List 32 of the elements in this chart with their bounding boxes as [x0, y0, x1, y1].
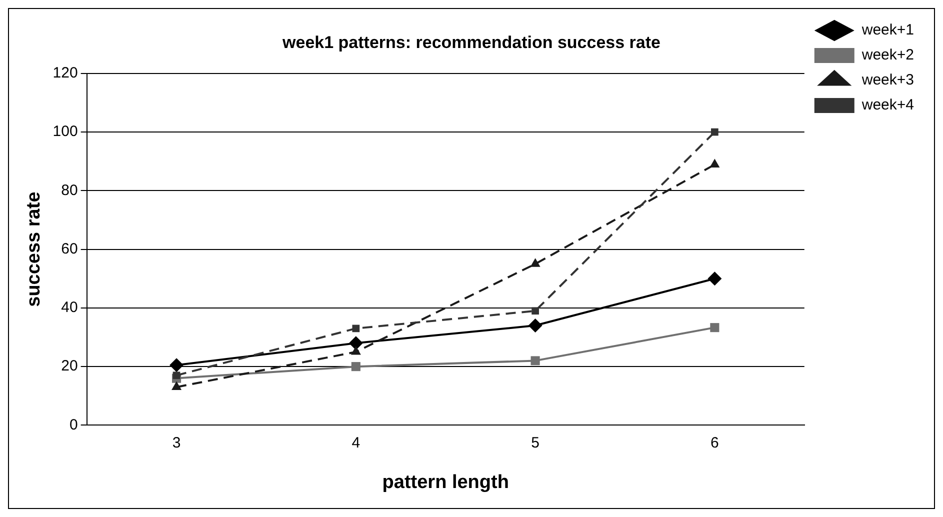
- point: [351, 362, 360, 372]
- point: [350, 346, 361, 355]
- x-tick-label: 3: [172, 434, 181, 452]
- x-tick-label: 6: [710, 434, 719, 452]
- x-tick-label: 5: [531, 434, 540, 452]
- y-tick-label: 40: [61, 299, 78, 316]
- legend-label: week+2: [860, 46, 914, 64]
- point: [172, 372, 180, 380]
- legend-label: week+1: [860, 22, 914, 39]
- y-axis-title: success rate: [24, 192, 45, 307]
- point: [530, 258, 540, 267]
- y-tick-label: 80: [61, 182, 78, 199]
- point: [528, 318, 542, 333]
- y-tick-label: 0: [69, 416, 78, 434]
- legend-label: week+4: [860, 96, 914, 114]
- x-tick-label: 4: [352, 434, 360, 452]
- y-tick-label: 100: [52, 123, 78, 140]
- y-tick-label: 60: [61, 240, 78, 258]
- x-axis-title: pattern length: [382, 472, 509, 493]
- chart-title: week1 patterns: recommendation success rate: [282, 32, 660, 52]
- point: [530, 356, 540, 366]
- point: [710, 323, 720, 332]
- point: [352, 324, 360, 332]
- point: [348, 336, 363, 350]
- point: [532, 307, 539, 315]
- y-tick-label: 20: [61, 358, 78, 375]
- y-tick-label: 120: [52, 64, 78, 82]
- point: [170, 358, 184, 372]
- point: [711, 128, 718, 136]
- point: [710, 158, 720, 168]
- point: [708, 272, 722, 286]
- legend-label: week+3: [860, 72, 914, 89]
